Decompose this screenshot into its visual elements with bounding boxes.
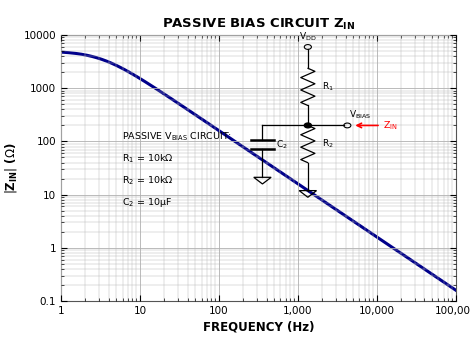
- Y-axis label: $|$Z$_\mathregular{IN}$$|$ ($\Omega$): $|$Z$_\mathregular{IN}$$|$ ($\Omega$): [3, 142, 19, 194]
- Text: C$_2$ = 10µF: C$_2$ = 10µF: [122, 196, 172, 209]
- Text: Z$_\mathregular{IN}$: Z$_\mathregular{IN}$: [383, 119, 398, 132]
- Text: R$_1$: R$_1$: [321, 80, 334, 93]
- Text: C$_2$: C$_2$: [276, 139, 288, 151]
- Text: R$_2$ = 10k$\Omega$: R$_2$ = 10k$\Omega$: [122, 174, 174, 187]
- Circle shape: [304, 123, 312, 128]
- Title: PASSIVE BIAS CIRCUIT Z$_\mathregular{IN}$: PASSIVE BIAS CIRCUIT Z$_\mathregular{IN}…: [162, 17, 355, 32]
- Text: R$_1$ = 10k$\Omega$: R$_1$ = 10k$\Omega$: [122, 153, 174, 165]
- Text: PASSIVE V$_\mathregular{BIAS}$ CIRCUIT:: PASSIVE V$_\mathregular{BIAS}$ CIRCUIT:: [122, 131, 232, 143]
- Text: V$_\mathregular{DD}$: V$_\mathregular{DD}$: [299, 30, 317, 43]
- Text: V$_\mathregular{BIAS}$: V$_\mathregular{BIAS}$: [349, 109, 372, 121]
- X-axis label: FREQUENCY (Hz): FREQUENCY (Hz): [203, 320, 314, 333]
- Text: R$_2$: R$_2$: [321, 138, 333, 150]
